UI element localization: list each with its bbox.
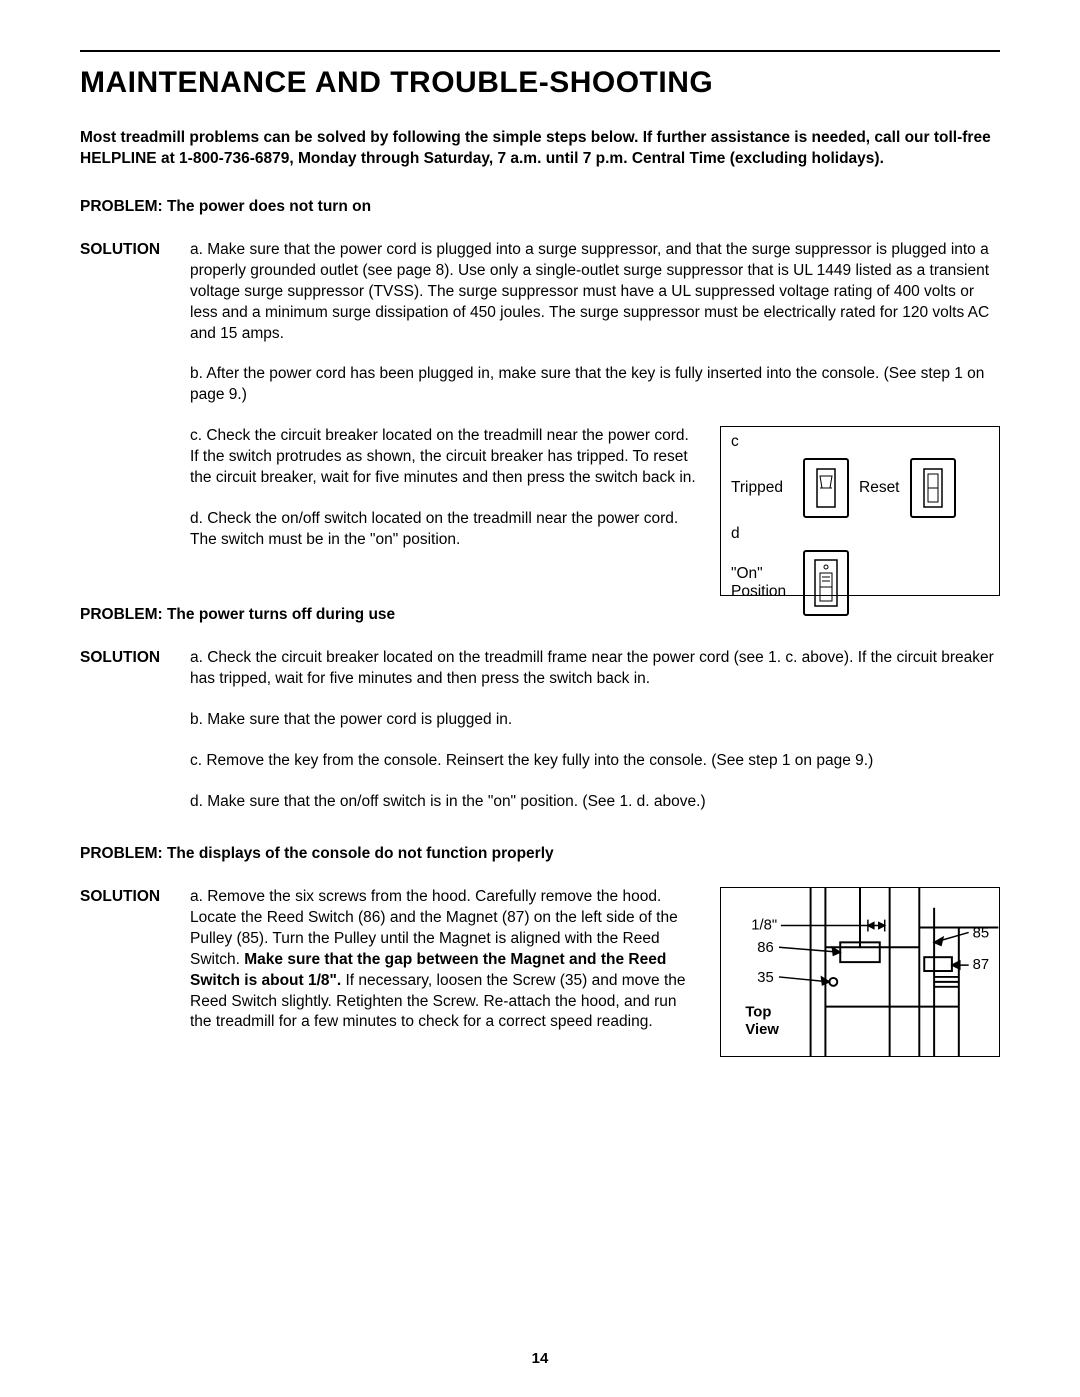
fig1-d-label: d bbox=[731, 525, 989, 543]
fig2-view: View bbox=[745, 1022, 779, 1038]
solution-1cd-row: c. Check the circuit breaker located on … bbox=[80, 426, 1000, 596]
solution-1b-text: b. After the power cord has been plugged… bbox=[190, 364, 1000, 406]
solution-1c: c. Check the circuit breaker located on … bbox=[80, 426, 700, 489]
fig1-reset-label: Reset bbox=[859, 479, 900, 497]
solution-label: SOLUTION bbox=[80, 240, 190, 345]
problem-1-heading: PROBLEM: The power does not turn on bbox=[80, 198, 1000, 216]
page-number: 14 bbox=[0, 1350, 1080, 1367]
fig2-top: Top bbox=[745, 1004, 771, 1020]
fig2-gap: 1/8" bbox=[751, 917, 777, 933]
solution-1a-text: a. Make sure that the power cord is plug… bbox=[190, 240, 1000, 345]
page-title: MAINTENANCE AND TROUBLE-SHOOTING bbox=[80, 66, 1000, 100]
fig1-position-label: Position bbox=[731, 583, 793, 601]
solution-2c-text: c. Remove the key from the console. Rein… bbox=[190, 751, 1000, 772]
top-rule bbox=[80, 50, 1000, 52]
solution-label: SOLUTION bbox=[80, 887, 190, 1033]
switch-on-icon bbox=[803, 550, 849, 616]
switch-reset-icon bbox=[910, 458, 956, 518]
intro-text: Most treadmill problems can be solved by… bbox=[80, 128, 1000, 170]
solution-3-row: SOLUTION a. Remove the six screws from t… bbox=[80, 887, 1000, 1057]
fig2-35: 35 bbox=[757, 970, 773, 986]
solution-2b-text: b. Make sure that the power cord is plug… bbox=[190, 710, 1000, 731]
problem-3-heading: PROBLEM: The displays of the console do … bbox=[80, 845, 1000, 863]
solution-2d: d. Make sure that the on/off switch is i… bbox=[80, 792, 1000, 813]
figure-reed-switch: 1/8" 86 35 85 87 Top View bbox=[720, 887, 1000, 1057]
fig2-86: 86 bbox=[757, 940, 773, 956]
solution-2a-text: a. Check the circuit breaker located on … bbox=[190, 648, 1000, 690]
fig2-87: 87 bbox=[973, 957, 989, 973]
figure-circuit-breaker: c Tripped Reset d "On" Position bbox=[720, 426, 1000, 596]
solution-2a: SOLUTION a. Check the circuit breaker lo… bbox=[80, 648, 1000, 690]
document-page: MAINTENANCE AND TROUBLE-SHOOTING Most tr… bbox=[0, 0, 1080, 1397]
solution-1a: SOLUTION a. Make sure that the power cor… bbox=[80, 240, 1000, 345]
solution-label: SOLUTION bbox=[80, 648, 190, 690]
solution-3a: SOLUTION a. Remove the six screws from t… bbox=[80, 887, 700, 1033]
solution-1d: d. Check the on/off switch located on th… bbox=[80, 509, 700, 551]
fig1-tripped-label: Tripped bbox=[731, 479, 793, 497]
solution-1b: b. After the power cord has been plugged… bbox=[80, 364, 1000, 406]
fig2-85: 85 bbox=[973, 925, 989, 941]
solution-3a-text: a. Remove the six screws from the hood. … bbox=[190, 887, 700, 1033]
solution-1c-text: c. Check the circuit breaker located on … bbox=[190, 426, 700, 489]
fig1-c-label: c bbox=[731, 433, 989, 451]
solution-1d-text: d. Check the on/off switch located on th… bbox=[190, 509, 700, 551]
fig1-on-label: "On" bbox=[731, 565, 793, 583]
solution-2c: c. Remove the key from the console. Rein… bbox=[80, 751, 1000, 772]
solution-2d-text: d. Make sure that the on/off switch is i… bbox=[190, 792, 1000, 813]
solution-2b: b. Make sure that the power cord is plug… bbox=[80, 710, 1000, 731]
switch-tripped-icon bbox=[803, 458, 849, 518]
